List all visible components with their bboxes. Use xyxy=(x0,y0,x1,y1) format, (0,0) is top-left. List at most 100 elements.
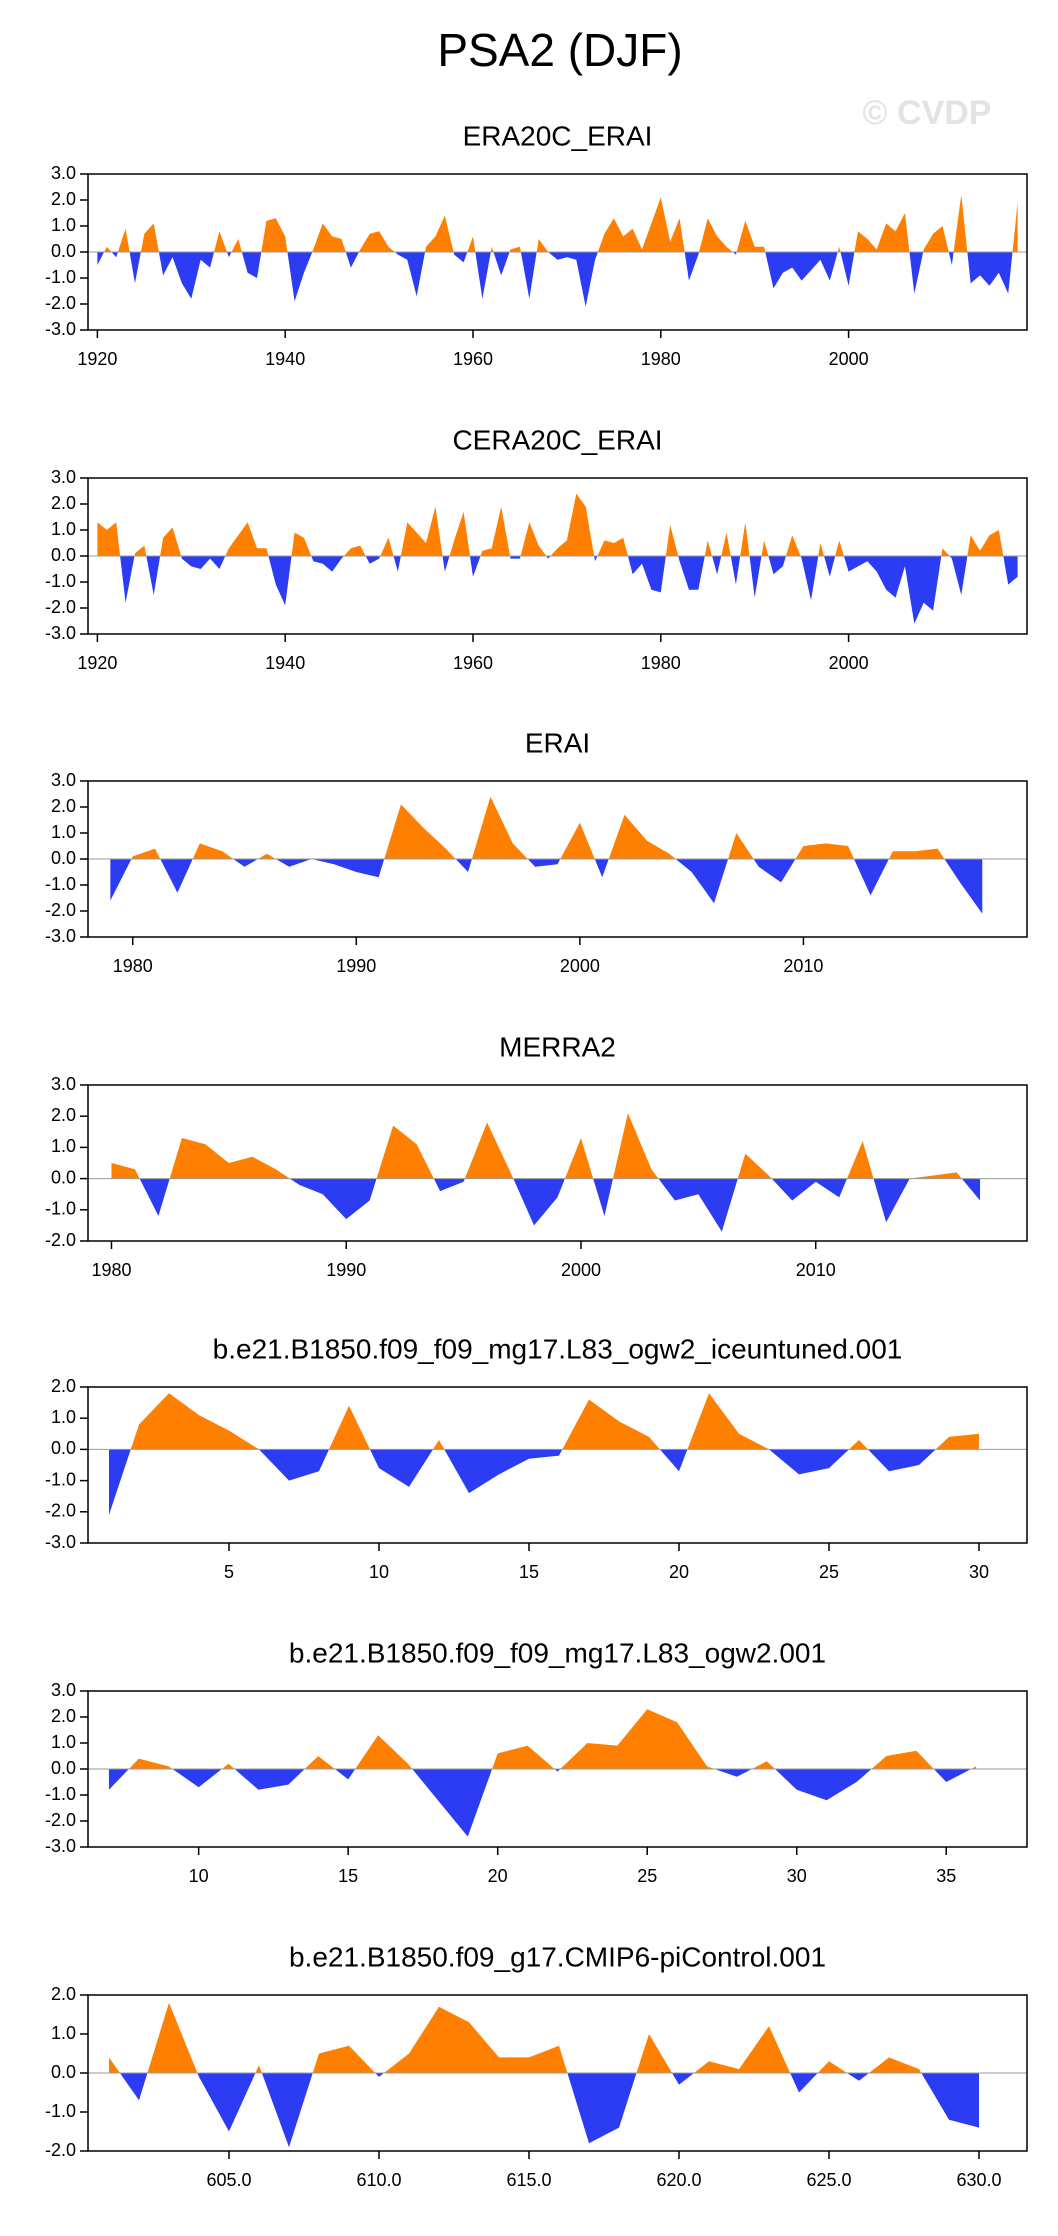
x-tick-label: 1980 xyxy=(641,349,681,369)
area-positive xyxy=(109,2002,979,2073)
y-tick-label: 1.0 xyxy=(51,822,76,842)
y-tick-label: 0.0 xyxy=(51,1167,76,1187)
y-tick-label: -1.0 xyxy=(45,2101,76,2121)
x-tick-label: 610.0 xyxy=(356,2170,401,2190)
x-tick-label: 1990 xyxy=(336,956,376,976)
x-tick-label: 2000 xyxy=(560,956,600,976)
area-positive xyxy=(111,1113,962,1179)
y-tick-label: 2.0 xyxy=(51,493,76,513)
y-tick-label: 3.0 xyxy=(51,1074,76,1094)
y-tick-label: 2.0 xyxy=(51,1984,76,2004)
y-tick-label: 0.0 xyxy=(51,1438,76,1458)
x-tick-label: 605.0 xyxy=(206,2170,251,2190)
area-positive xyxy=(108,1709,977,1769)
y-tick-label: 1.0 xyxy=(51,1136,76,1156)
x-tick-label: 10 xyxy=(189,1866,209,1886)
x-tick-label: 1980 xyxy=(113,956,153,976)
panel-title: b.e21.B1850.f09_f09_mg17.L83_ogw2_iceunt… xyxy=(213,1333,903,1364)
y-tick-label: -1.0 xyxy=(45,1784,76,1804)
area-negative xyxy=(109,2073,979,2148)
y-tick-label: 0.0 xyxy=(51,848,76,868)
panel-title: ERAI xyxy=(525,727,590,758)
panel-title: b.e21.B1850.f09_f09_mg17.L83_ogw2.001 xyxy=(289,1637,826,1668)
panel-title: b.e21.B1850.f09_g17.CMIP6-piControl.001 xyxy=(289,1941,826,1972)
x-tick-label: 2000 xyxy=(829,653,869,673)
area-negative xyxy=(97,556,1018,624)
x-tick-label: 25 xyxy=(819,1562,839,1582)
x-tick-label: 30 xyxy=(787,1866,807,1886)
y-tick-label: -2.0 xyxy=(45,2140,76,2160)
y-tick-label: -1.0 xyxy=(45,874,76,894)
x-tick-label: 35 xyxy=(936,1866,956,1886)
y-tick-label: 1.0 xyxy=(51,1407,76,1427)
y-tick-label: 0.0 xyxy=(51,545,76,565)
page-title: PSA2 (DJF) xyxy=(437,24,682,76)
x-tick-label: 30 xyxy=(969,1562,989,1582)
y-tick-label: -3.0 xyxy=(45,623,76,643)
x-tick-label: 1990 xyxy=(326,1260,366,1280)
y-tick-label: 2.0 xyxy=(51,1376,76,1396)
y-tick-label: -1.0 xyxy=(45,1469,76,1489)
x-tick-label: 10 xyxy=(369,1562,389,1582)
x-tick-label: 1980 xyxy=(91,1260,131,1280)
area-positive xyxy=(110,796,983,859)
x-tick-label: 2010 xyxy=(796,1260,836,1280)
x-tick-label: 625.0 xyxy=(806,2170,851,2190)
x-tick-label: 1920 xyxy=(77,349,117,369)
y-tick-label: 3.0 xyxy=(51,163,76,183)
plot-frame xyxy=(87,1386,1028,1544)
area-negative xyxy=(111,1178,981,1232)
y-tick-label: -3.0 xyxy=(45,926,76,946)
area-positive xyxy=(97,194,1018,252)
area-positive xyxy=(109,1393,979,1450)
y-tick-label: 1.0 xyxy=(51,215,76,235)
y-tick-label: 2.0 xyxy=(51,189,76,209)
x-tick-label: 5 xyxy=(224,1562,234,1582)
x-tick-label: 630.0 xyxy=(956,2170,1001,2190)
x-tick-label: 2000 xyxy=(561,1260,601,1280)
y-tick-label: -2.0 xyxy=(45,900,76,920)
y-tick-label: -2.0 xyxy=(45,597,76,617)
y-tick-label: -2.0 xyxy=(45,1501,76,1521)
area-negative xyxy=(109,1449,936,1515)
y-tick-label: -3.0 xyxy=(45,319,76,339)
x-tick-label: 15 xyxy=(338,1866,358,1886)
area-negative xyxy=(108,1769,977,1837)
x-tick-label: 620.0 xyxy=(656,2170,701,2190)
x-tick-label: 1920 xyxy=(77,653,117,673)
x-tick-label: 20 xyxy=(669,1562,689,1582)
x-tick-label: 1960 xyxy=(453,349,493,369)
y-tick-label: 3.0 xyxy=(51,467,76,487)
x-tick-label: 1940 xyxy=(265,653,305,673)
y-tick-label: 0.0 xyxy=(51,2062,76,2082)
y-tick-label: 0.0 xyxy=(51,241,76,261)
y-tick-label: -1.0 xyxy=(45,571,76,591)
y-tick-label: 1.0 xyxy=(51,1732,76,1752)
y-tick-label: 3.0 xyxy=(51,1680,76,1700)
x-tick-label: 2010 xyxy=(783,956,823,976)
y-tick-label: 2.0 xyxy=(51,1105,76,1125)
y-tick-label: -2.0 xyxy=(45,1810,76,1830)
x-tick-label: 15 xyxy=(519,1562,539,1582)
y-tick-label: 1.0 xyxy=(51,519,76,539)
watermark: © CVDP xyxy=(863,94,992,132)
y-tick-label: -2.0 xyxy=(45,1230,76,1250)
x-tick-label: 20 xyxy=(488,1866,508,1886)
x-tick-label: 1960 xyxy=(453,653,493,673)
x-tick-label: 1980 xyxy=(641,653,681,673)
plot-frame xyxy=(87,1084,1028,1242)
y-tick-label: 3.0 xyxy=(51,770,76,790)
y-tick-label: -3.0 xyxy=(45,1836,76,1856)
y-tick-label: -1.0 xyxy=(45,267,76,287)
x-tick-label: 2000 xyxy=(829,349,869,369)
y-tick-label: 1.0 xyxy=(51,2023,76,2043)
y-tick-label: 0.0 xyxy=(51,1758,76,1778)
panel-title: MERRA2 xyxy=(499,1031,616,1062)
panel-title: ERA20C_ERAI xyxy=(463,120,653,151)
x-tick-label: 615.0 xyxy=(506,2170,551,2190)
y-tick-label: 2.0 xyxy=(51,1706,76,1726)
y-tick-label: -2.0 xyxy=(45,293,76,313)
panel-title: CERA20C_ERAI xyxy=(452,424,662,455)
